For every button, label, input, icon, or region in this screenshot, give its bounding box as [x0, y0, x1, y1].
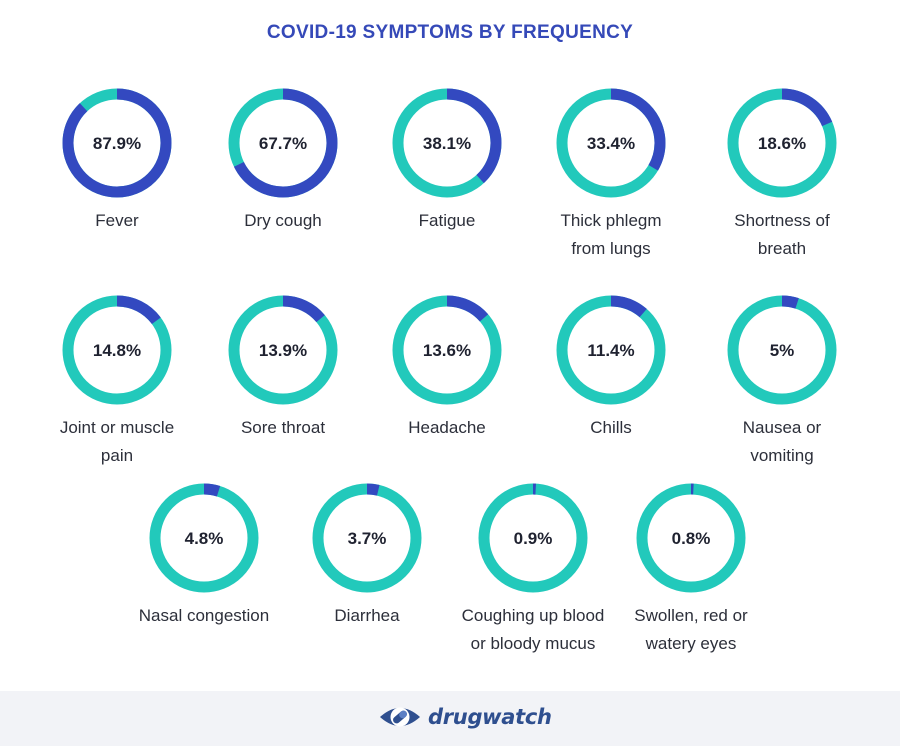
donut-diarrhea: 3.7% Diarrhea — [312, 483, 422, 625]
value-label: 33.4% — [587, 134, 635, 153]
donut-fever: 87.9% Fever — [62, 88, 172, 230]
symptom-label-line: Nausea or — [743, 418, 822, 437]
symptom-label-line: Coughing up blood — [462, 606, 605, 625]
donut-nasal-congestion: 4.8% Nasal congestion — [139, 483, 269, 625]
donut-thick-phlegm-from-lungs: 33.4% Thick phlegm from lungs — [556, 88, 666, 258]
symptom-label: Diarrhea — [334, 606, 400, 625]
donut-swollen-red-or-watery-eyes: 0.8% Swollen, red or watery eyes — [634, 483, 748, 653]
symptom-label-line: Chills — [590, 418, 632, 437]
donut-value-arc — [556, 88, 666, 198]
brand-name: drugwatch — [428, 705, 552, 729]
value-label: 14.8% — [93, 341, 141, 360]
symptom-label: Fever — [95, 211, 139, 230]
donut-value-arc — [392, 88, 502, 198]
pill-eye-icon — [380, 707, 420, 727]
symptom-label-line: vomiting — [750, 446, 813, 465]
symptom-label-line: Sore throat — [241, 418, 325, 437]
symptom-label-line: breath — [758, 239, 806, 258]
value-label: 4.8% — [185, 529, 224, 548]
value-label: 13.9% — [259, 341, 307, 360]
donut-value-arc — [312, 483, 422, 593]
symptom-label: Sore throat — [241, 418, 325, 437]
page-title: COVID-19 SYMPTOMS BY FREQUENCY — [266, 22, 634, 43]
symptom-label-line: Shortness of — [734, 211, 830, 230]
symptom-label: Fatigue — [419, 211, 476, 230]
donut-shortness-of-breath: 18.6% Shortness of breath — [727, 88, 837, 258]
value-label: 3.7% — [348, 529, 387, 548]
symptom-label: Nasal congestion — [139, 606, 269, 625]
value-label: 0.8% — [672, 529, 711, 548]
symptom-label-line: pain — [101, 446, 133, 465]
donut-sore-throat: 13.9% Sore throat — [228, 295, 338, 437]
symptom-label-line: Thick phlegm — [560, 211, 661, 230]
donut-value-arc — [636, 483, 746, 593]
donut-chart-grid: 87.9% Fever 67.7% Dry cough 38.1% Fatigue 33.4… — [60, 88, 837, 653]
symptom-label-line: Joint or muscle — [60, 418, 174, 437]
symptom-label-line: Nasal congestion — [139, 606, 269, 625]
symptom-label-line: watery eyes — [645, 634, 737, 653]
symptom-label: Shortness of breath — [734, 211, 830, 258]
symptom-label-line: Fatigue — [419, 211, 476, 230]
symptom-label-line: Headache — [408, 418, 486, 437]
symptom-label-line: Swollen, red or — [634, 606, 748, 625]
symptom-label-line: Fever — [95, 211, 139, 230]
donut-value-arc — [228, 295, 338, 405]
donut-dry-cough: 67.7% Dry cough — [228, 88, 338, 230]
donut-value-arc — [62, 295, 172, 405]
value-label: 5% — [770, 341, 795, 360]
symptom-label: Joint or muscle pain — [60, 418, 174, 465]
symptom-label: Coughing up blood or bloody mucus — [462, 606, 605, 653]
value-label: 38.1% — [423, 134, 471, 153]
donut-fatigue: 38.1% Fatigue — [392, 88, 502, 230]
value-label: 87.9% — [93, 134, 141, 153]
donut-value-arc — [727, 88, 837, 198]
symptom-label-line: Dry cough — [244, 211, 321, 230]
donut-joint-or-muscle-pain: 14.8% Joint or muscle pain — [60, 295, 174, 465]
donut-value-arc — [228, 88, 338, 198]
donut-chills: 11.4% Chills — [556, 295, 666, 437]
symptom-label: Swollen, red or watery eyes — [634, 606, 748, 653]
symptom-label: Dry cough — [244, 211, 321, 230]
value-label: 0.9% — [514, 529, 553, 548]
brand-logo[interactable]: drugwatch — [378, 700, 552, 734]
symptom-label: Headache — [408, 418, 486, 437]
symptom-label-line: from lungs — [571, 239, 650, 258]
donut-nausea-or-vomiting: 5% Nausea or vomiting — [727, 295, 837, 465]
value-label: 13.6% — [423, 341, 471, 360]
footer-bar — [0, 691, 900, 746]
symptom-label: Chills — [590, 418, 632, 437]
donut-value-arc — [727, 295, 837, 405]
donut-value-arc — [478, 483, 588, 593]
symptom-label-line: or bloody mucus — [471, 634, 596, 653]
donut-headache: 13.6% Headache — [392, 295, 502, 437]
value-label: 11.4% — [587, 341, 634, 360]
donut-value-arc — [62, 88, 172, 198]
value-label: 18.6% — [758, 134, 806, 153]
donut-value-arc — [392, 295, 502, 405]
symptom-label-line: Diarrhea — [334, 606, 400, 625]
symptom-label: Thick phlegm from lungs — [560, 211, 661, 258]
symptom-label: Nausea or vomiting — [743, 418, 822, 465]
donut-value-arc — [556, 295, 666, 405]
donut-value-arc — [149, 483, 259, 593]
donut-coughing-up-blood-or-bloody-mucus: 0.9% Coughing up blood or bloody mucus — [462, 483, 605, 653]
value-label: 67.7% — [259, 134, 307, 153]
